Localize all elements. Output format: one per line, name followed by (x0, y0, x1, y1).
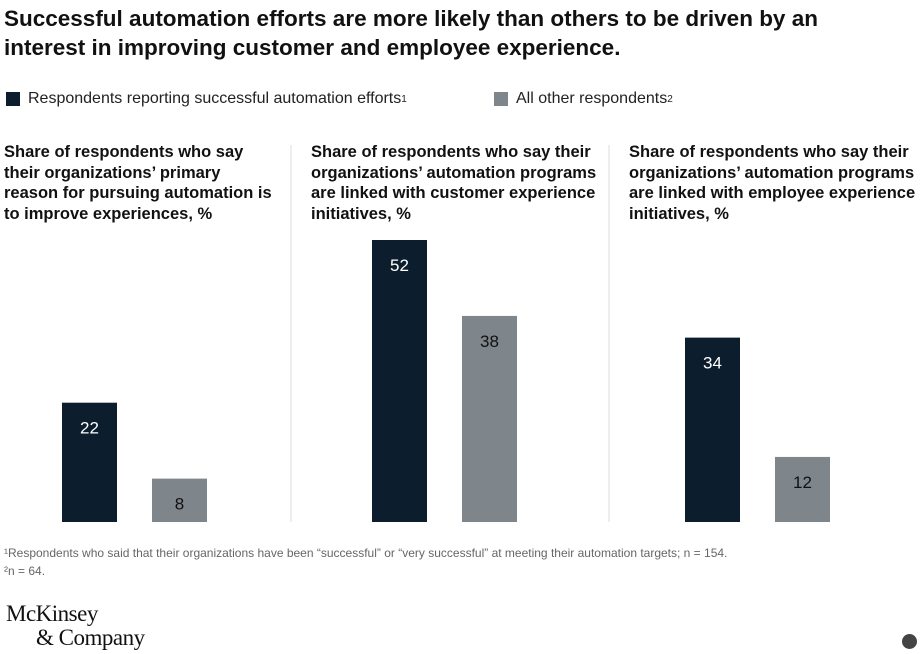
data-label-panel2-series2: 38 (480, 332, 499, 351)
bar-panel1-series1 (62, 402, 117, 522)
panel-title-3: Share of respondents who say their organ… (629, 143, 916, 223)
footnote-2: ²n = 64. (4, 564, 46, 578)
legend-label: Respondents reporting successful automat… (28, 90, 402, 107)
logo-line-2: & Company (36, 625, 145, 650)
legend-sup: 1 (401, 93, 407, 105)
data-label-panel1-series1: 22 (80, 419, 99, 438)
legend-swatch (494, 92, 508, 106)
data-label-panel1-series2: 8 (175, 495, 184, 514)
mckinsey-logo: McKinsey & Company (6, 602, 145, 650)
legend-label: All other respondents (516, 90, 668, 107)
footnote-1: ¹Respondents who said that their organiz… (4, 546, 728, 560)
legend-item-others: All other respondents 2 (494, 90, 673, 108)
bar-panel3-series2 (775, 456, 830, 522)
bar-panel2-series2 (462, 315, 517, 522)
legend-item-successful: Respondents reporting successful automat… (6, 90, 407, 108)
legend-sup: 2 (667, 93, 673, 105)
chart-title: Successful automation efforts are more l… (4, 6, 818, 60)
panel-title-1: Share of respondents who say their organ… (4, 143, 272, 223)
data-label-panel3-series1: 34 (703, 354, 722, 373)
settings-icon[interactable] (902, 634, 917, 649)
bar-panel2-series1 (372, 240, 427, 522)
data-label-panel2-series1: 52 (390, 256, 409, 275)
bar-panel3-series1 (685, 337, 740, 522)
data-label-panel3-series2: 12 (793, 473, 812, 492)
panel-title-2: Share of respondents who say their organ… (311, 143, 597, 223)
legend-swatch (6, 92, 20, 106)
logo-line-1: McKinsey (6, 601, 98, 626)
bar-panel1-series2 (152, 478, 207, 522)
